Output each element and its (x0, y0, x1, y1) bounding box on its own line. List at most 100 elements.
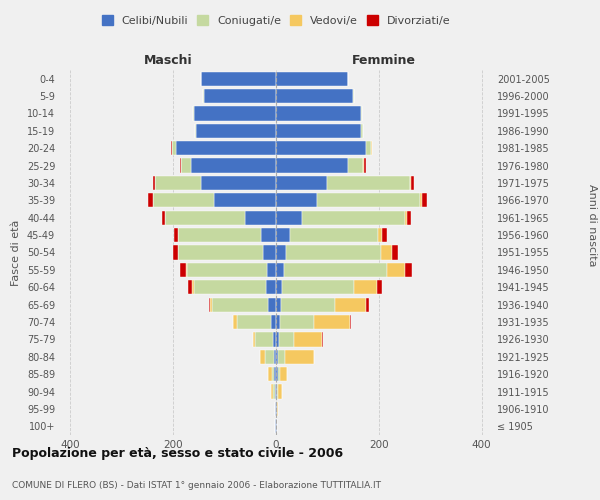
Bar (366, 298, 368, 312)
Bar (194, 106, 276, 120)
Bar (277, 402, 278, 416)
Bar (348, 158, 364, 172)
Bar (263, 246, 276, 260)
Bar (188, 280, 192, 294)
Bar (245, 210, 276, 225)
Bar (378, 228, 382, 242)
Bar (155, 176, 202, 190)
Bar (274, 332, 276, 346)
Bar (193, 106, 194, 120)
Text: Popolazione per età, sesso e stato civile - 2006: Popolazione per età, sesso e stato civil… (12, 448, 343, 460)
Bar (173, 246, 178, 260)
Bar (268, 367, 272, 382)
Bar (285, 350, 314, 364)
Bar (328, 176, 410, 190)
Bar (148, 193, 152, 208)
Bar (404, 210, 407, 225)
Bar (361, 124, 363, 138)
Bar (281, 298, 335, 312)
Bar (411, 176, 414, 190)
Bar (377, 280, 382, 294)
Bar (266, 280, 276, 294)
Bar (204, 89, 276, 103)
Bar (212, 298, 268, 312)
Bar (302, 210, 404, 225)
Bar (203, 89, 204, 103)
Bar (276, 210, 302, 225)
Text: COMUNE DI FLERO (BS) - Dati ISTAT 1° gennaio 2006 - Elaborazione TUTTITALIA.IT: COMUNE DI FLERO (BS) - Dati ISTAT 1° gen… (12, 480, 381, 490)
Text: Anni di nascita: Anni di nascita (587, 184, 597, 266)
Bar (392, 246, 398, 260)
Bar (284, 263, 386, 277)
Bar (260, 350, 265, 364)
Bar (256, 332, 274, 346)
Bar (275, 384, 276, 398)
Bar (276, 384, 277, 398)
Bar (202, 176, 276, 190)
Bar (354, 280, 377, 294)
Bar (253, 332, 256, 346)
Bar (209, 298, 210, 312)
Bar (276, 72, 348, 86)
Bar (278, 367, 280, 382)
Bar (276, 106, 361, 120)
Bar (268, 298, 276, 312)
Bar (192, 280, 194, 294)
Bar (276, 158, 348, 172)
Bar (272, 367, 274, 382)
Bar (276, 176, 328, 190)
Bar (276, 89, 353, 103)
Bar (202, 72, 276, 86)
Bar (276, 228, 290, 242)
Bar (194, 280, 266, 294)
Bar (172, 141, 176, 156)
Bar (276, 280, 282, 294)
Bar (276, 193, 317, 208)
Bar (195, 124, 196, 138)
Bar (260, 228, 276, 242)
Bar (410, 176, 411, 190)
Bar (277, 384, 278, 398)
Bar (420, 193, 422, 208)
Bar (173, 228, 178, 242)
Text: Maschi: Maschi (143, 54, 193, 66)
Bar (178, 246, 263, 260)
Bar (176, 141, 276, 156)
Bar (180, 263, 186, 277)
Bar (382, 228, 387, 242)
Bar (404, 263, 412, 277)
Bar (274, 367, 276, 382)
Bar (214, 193, 276, 208)
Bar (290, 228, 378, 242)
Bar (187, 263, 267, 277)
Bar (271, 315, 276, 329)
Bar (181, 158, 191, 172)
Bar (276, 332, 278, 346)
Bar (280, 367, 287, 382)
Bar (267, 263, 276, 277)
Y-axis label: Fasce di età: Fasce di età (11, 220, 21, 286)
Bar (353, 89, 354, 103)
Bar (294, 332, 322, 346)
Bar (386, 263, 404, 277)
Bar (274, 350, 276, 364)
Bar (186, 263, 187, 277)
Bar (282, 280, 354, 294)
Bar (407, 210, 411, 225)
Legend: Celibi/Nubili, Coniugati/e, Vedovi/e, Divorziati/e: Celibi/Nubili, Coniugati/e, Vedovi/e, Di… (97, 10, 455, 30)
Bar (335, 298, 366, 312)
Bar (178, 228, 260, 242)
Bar (278, 384, 282, 398)
Bar (364, 158, 366, 172)
Bar (286, 246, 382, 260)
Bar (276, 246, 286, 260)
Bar (276, 124, 361, 138)
Bar (276, 315, 280, 329)
Bar (163, 210, 165, 225)
Bar (366, 141, 371, 156)
Bar (276, 298, 281, 312)
Bar (152, 176, 155, 190)
Bar (238, 315, 271, 329)
Text: Femmine: Femmine (352, 54, 416, 66)
Bar (280, 315, 314, 329)
